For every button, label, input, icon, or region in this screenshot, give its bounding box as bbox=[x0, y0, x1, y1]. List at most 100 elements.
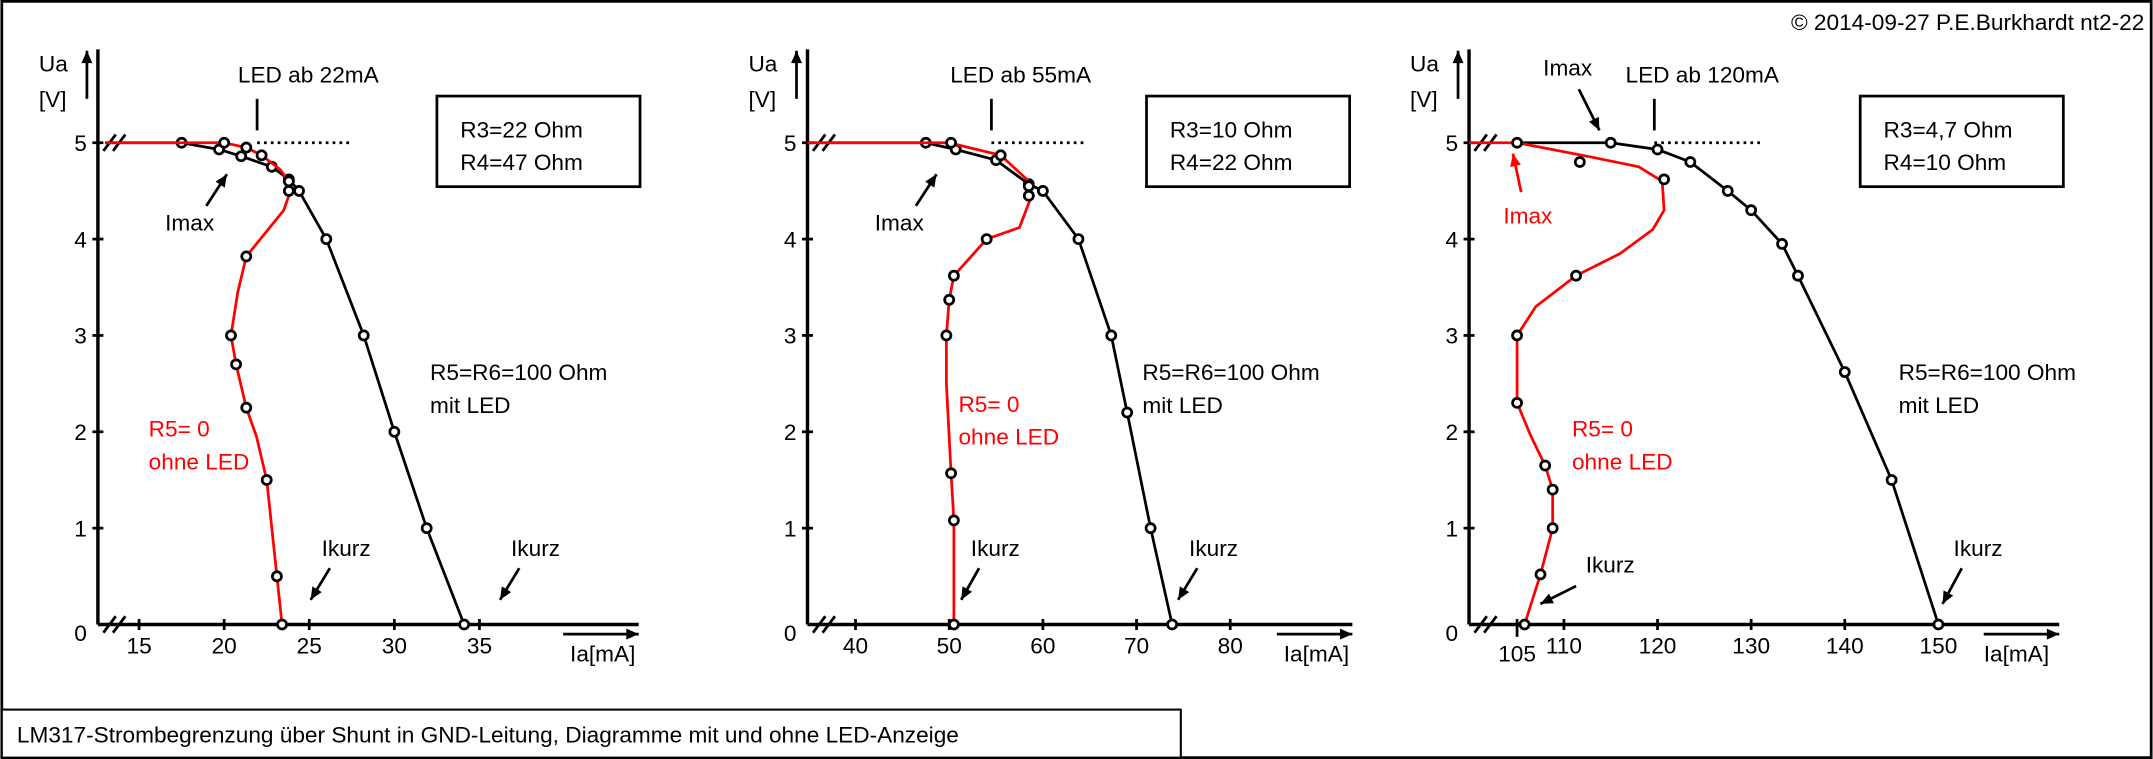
ikurz-arrow-head bbox=[1942, 590, 1954, 604]
resistor-r3: R3=4,7 Ohm bbox=[1884, 117, 2013, 142]
y-tick-label: 2 bbox=[784, 420, 797, 445]
ikurz-label: Ikurz bbox=[511, 536, 560, 561]
data-point bbox=[388, 425, 401, 438]
resistor-r4: R4=47 Ohm bbox=[460, 150, 583, 175]
data-point bbox=[945, 467, 957, 480]
data-point bbox=[1036, 185, 1049, 197]
data-point bbox=[1072, 233, 1085, 245]
chart-2: Ua [V] Ia[mA] 0 1 2 3 4 5 40 50 60 70 80 LED ab 55mA R3… bbox=[748, 49, 1353, 667]
y-tick-label: 0 bbox=[1445, 621, 1458, 646]
y-axis-arrow-head bbox=[81, 50, 93, 64]
data-point bbox=[235, 150, 248, 163]
ikurz-label: Ikurz bbox=[1954, 536, 2003, 561]
x-tick-label: 20 bbox=[212, 633, 237, 658]
data-point bbox=[1546, 522, 1559, 535]
x-tick-label: 105 bbox=[1498, 642, 1536, 667]
data-point bbox=[357, 329, 370, 342]
axis-break-mark bbox=[102, 615, 117, 634]
data-point bbox=[1511, 329, 1523, 342]
x-tick-label: 30 bbox=[382, 633, 407, 658]
data-point bbox=[260, 474, 273, 486]
data-point bbox=[282, 185, 295, 197]
x-tick-label: 150 bbox=[1920, 633, 1958, 658]
data-point bbox=[945, 136, 957, 149]
resistor-box bbox=[1858, 94, 2065, 189]
series-label-without-led-2: ohne LED bbox=[1572, 449, 1673, 474]
series-line-without-led bbox=[1469, 141, 1666, 625]
y-tick-label: 2 bbox=[1445, 420, 1458, 445]
y-tick-label: 0 bbox=[74, 621, 87, 646]
series-label-without-led-2: ohne LED bbox=[958, 425, 1059, 450]
data-point bbox=[255, 149, 268, 162]
y-tick-label: 5 bbox=[784, 131, 797, 156]
caption: LM317-Strombegrenzung über Shunt in GND-… bbox=[17, 723, 959, 748]
data-point bbox=[940, 329, 953, 342]
x-tick-label: 110 bbox=[1546, 633, 1582, 658]
axis-break-mark bbox=[1483, 615, 1498, 634]
resistor-box bbox=[435, 94, 642, 189]
y-tick-label: 3 bbox=[784, 324, 797, 349]
data-point bbox=[1684, 156, 1697, 168]
data-point bbox=[1166, 618, 1179, 631]
resistor-r4: R4=10 Ohm bbox=[1884, 150, 2007, 175]
axis-break-mark bbox=[811, 615, 827, 634]
data-point bbox=[1573, 156, 1586, 168]
series-line-with-led bbox=[105, 141, 466, 625]
data-point bbox=[1651, 143, 1664, 156]
data-point bbox=[1518, 618, 1531, 631]
resistor-r3: R3=10 Ohm bbox=[1170, 117, 1293, 142]
imax-arrow-head bbox=[925, 174, 937, 188]
x-axis-label: Ia[mA] bbox=[1284, 642, 1349, 667]
series-label-with-led: R5=R6=100 Ohm bbox=[430, 360, 607, 385]
y-axis-label: Ua bbox=[748, 51, 777, 76]
data-point bbox=[947, 618, 960, 631]
x-tick-label: 15 bbox=[126, 633, 151, 658]
chart-3: Ua [V] Ia[mA] 0 1 2 3 4 5 105 110 120 130 140 150 LED a… bbox=[1410, 49, 2076, 667]
ikurz-label: Ikurz bbox=[322, 536, 371, 561]
data-point bbox=[1838, 366, 1851, 378]
series-label-with-led-2: mit LED bbox=[1142, 393, 1222, 418]
data-point bbox=[1534, 568, 1547, 581]
y-tick-label: 4 bbox=[74, 227, 87, 252]
x-tick-label: 130 bbox=[1732, 633, 1770, 658]
imax-label: Imax bbox=[165, 211, 215, 236]
ikurz-arrow-head bbox=[310, 586, 322, 600]
y-axis-label: Ua bbox=[1410, 51, 1439, 76]
ikurz-arrow-head bbox=[961, 586, 973, 600]
data-point bbox=[943, 293, 956, 306]
y-tick-label: 4 bbox=[1445, 227, 1458, 252]
data-point bbox=[458, 618, 471, 631]
data-point bbox=[1792, 269, 1804, 282]
x-tick-label: 40 bbox=[843, 633, 868, 658]
imax-arrow-head bbox=[215, 174, 227, 188]
data-point bbox=[1776, 238, 1788, 250]
y-tick-label: 3 bbox=[74, 324, 87, 349]
ikurz-arrow-head bbox=[500, 586, 512, 600]
y-tick-label: 2 bbox=[74, 420, 87, 445]
y-axis-arrow-head bbox=[1452, 50, 1464, 64]
x-tick-label: 25 bbox=[297, 633, 322, 658]
data-point bbox=[980, 233, 993, 245]
imax-label-red: Imax bbox=[1503, 204, 1553, 229]
led-threshold-label: LED ab 120mA bbox=[1626, 62, 1780, 87]
series-label-without-led: R5= 0 bbox=[1572, 416, 1633, 441]
axis-break-mark bbox=[1473, 615, 1488, 634]
x-tick-label: 80 bbox=[1218, 633, 1243, 658]
data-point bbox=[240, 141, 253, 154]
y-axis-arrow-head bbox=[791, 50, 802, 64]
x-axis-arrow-head bbox=[626, 628, 639, 640]
copyright: © 2014-09-27 P.E.Burkhardt nt2-22 bbox=[1791, 10, 2144, 35]
x-tick-label: 140 bbox=[1826, 633, 1864, 658]
resistor-r4: R4=22 Ohm bbox=[1170, 150, 1293, 175]
data-point bbox=[420, 522, 433, 535]
imax-arrow-head bbox=[1588, 116, 1600, 131]
data-point bbox=[293, 185, 305, 197]
caption-box bbox=[0, 708, 1182, 759]
data-point bbox=[1144, 522, 1157, 535]
y-tick-label: 1 bbox=[784, 516, 797, 541]
data-point bbox=[1511, 136, 1523, 149]
y-tick-label: 1 bbox=[1445, 516, 1458, 541]
series-label-with-led: R5=R6=100 Ohm bbox=[1899, 360, 2076, 385]
ikurz-label: Ikurz bbox=[1586, 552, 1635, 577]
